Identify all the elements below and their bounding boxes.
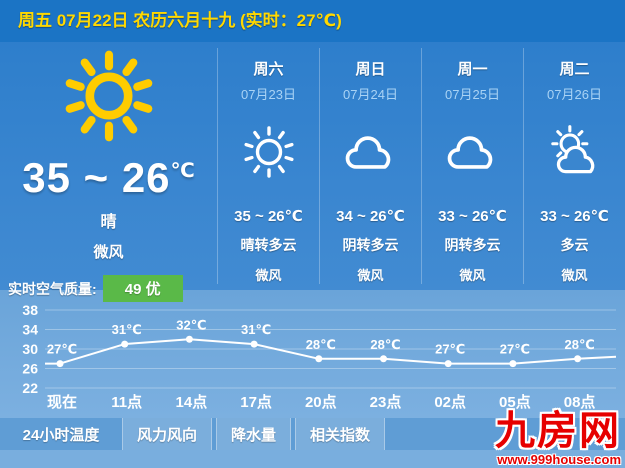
- svg-text:11点: 11点: [111, 394, 142, 411]
- tab-indices[interactable]: 相关指数: [295, 418, 386, 450]
- forecast-date: 07月24日: [343, 87, 398, 102]
- svg-text:17点: 17点: [240, 394, 272, 411]
- forecast-wind: 微风: [459, 268, 486, 283]
- current-weather-panel: 35 ~ 26℃ 晴 微风 实时空气质量: 49 优: [0, 42, 217, 302]
- forecast-temp: 35 ~ 26℃: [234, 208, 303, 225]
- svg-text:20点: 20点: [305, 394, 337, 411]
- current-wind: 微风: [93, 244, 124, 261]
- partly-cloudy-icon: [543, 113, 607, 191]
- forecast-temp: 34 ~ 26℃: [336, 208, 405, 225]
- forecast-date: 07月25日: [445, 87, 500, 102]
- tab-strip: 24小时温度 风力风向 降水量 相关指数: [0, 418, 625, 450]
- svg-text:27℃: 27℃: [47, 342, 77, 357]
- air-quality-label: 实时空气质量:: [8, 280, 97, 297]
- svg-text:02点: 02点: [434, 394, 466, 411]
- forecast-day: 周二: [559, 61, 590, 78]
- watermark-url: www.999house.com: [497, 452, 621, 467]
- svg-text:34: 34: [22, 322, 38, 338]
- forecast-date: 07月26日: [547, 87, 602, 102]
- forecast-condition: 阴转多云: [342, 237, 399, 253]
- forecast-day: 周六: [253, 61, 284, 78]
- forecast-col-sunday[interactable]: 周日 07月24日 34 ~ 26℃ 阴转多云 微风: [319, 48, 421, 284]
- forecast-condition: 阴转多云: [444, 237, 501, 253]
- temperature-chart-panel: 38 34 30 26 22 27℃ 现在 31℃ 11点 32℃ 14点 31℃ 17点 28℃ 20点 2…: [0, 290, 625, 418]
- forecast-col-monday[interactable]: 周一 07月25日 33 ~ 26℃ 阴转多云 微风: [421, 48, 523, 284]
- watermark: 九房网 www.999house.com: [495, 411, 621, 468]
- forecast-day: 周日: [355, 61, 386, 78]
- forecast-wind: 微风: [255, 268, 282, 283]
- svg-text:26: 26: [22, 361, 38, 377]
- svg-text:30: 30: [22, 341, 38, 357]
- forecast-day: 周一: [457, 61, 488, 78]
- cloud-outline-icon: [339, 113, 403, 191]
- forecast-condition: 晴转多云: [240, 237, 297, 253]
- watermark-logo: 九房网: [495, 409, 621, 453]
- sunny-outline-icon: [237, 113, 301, 191]
- forecast-date: 07月23日: [241, 87, 296, 102]
- sun-icon: [61, 48, 157, 149]
- cloud-outline-icon: [441, 113, 505, 191]
- forecast-col-saturday[interactable]: 周六 07月23日: [217, 48, 319, 284]
- forecast-temp: 33 ~ 26℃: [438, 208, 507, 225]
- main-row: 35 ~ 26℃ 晴 微风 实时空气质量: 49 优 周六 07月23日: [0, 42, 625, 302]
- svg-text:27℃: 27℃: [435, 342, 465, 357]
- forecast-col-tuesday[interactable]: 周二 07月26日 33 ~ 26℃: [523, 48, 625, 284]
- tab-wind[interactable]: 风力风向: [122, 418, 213, 450]
- temperature-line-chart: 38 34 30 26 22 27℃ 现在 31℃ 11点 32℃ 14点 31℃ 17点 28℃ 20点 2…: [22, 302, 617, 411]
- svg-text:31℃: 31℃: [241, 322, 271, 337]
- forecast-wind: 微风: [561, 268, 588, 283]
- header-bar: 周五 07月22日 农历六月十九 (实时：27℃): [0, 0, 625, 42]
- svg-text:38: 38: [22, 302, 38, 318]
- current-temperature: 35 ~ 26℃: [22, 154, 195, 201]
- current-condition: 晴: [100, 214, 117, 231]
- svg-text:28℃: 28℃: [564, 337, 594, 352]
- svg-text:14点: 14点: [176, 394, 208, 411]
- svg-text:31℃: 31℃: [112, 322, 142, 337]
- svg-text:现在: 现在: [47, 393, 77, 411]
- svg-text:23点: 23点: [370, 394, 402, 411]
- air-quality-row: 实时空气质量: 49 优: [0, 275, 217, 302]
- tab-precipitation[interactable]: 降水量: [216, 418, 292, 450]
- tab-24h-temperature[interactable]: 24小时温度: [22, 426, 100, 444]
- svg-text:05点: 05点: [499, 394, 531, 411]
- svg-text:28℃: 28℃: [306, 337, 336, 352]
- svg-text:08点: 08点: [564, 394, 596, 411]
- air-quality-badge: 49 优: [102, 275, 183, 302]
- svg-text:27℃: 27℃: [500, 342, 530, 357]
- forecast-wind: 微风: [357, 268, 384, 283]
- header-date-text: 周五 07月22日 农历六月十九 (实时：27℃): [18, 11, 342, 30]
- bottom-strip: [0, 450, 625, 468]
- forecast-temp: 33 ~ 26℃: [540, 208, 609, 225]
- svg-text:32℃: 32℃: [176, 317, 206, 332]
- svg-text:28℃: 28℃: [370, 337, 400, 352]
- svg-text:22: 22: [22, 380, 38, 396]
- forecast-condition: 多云: [560, 237, 589, 253]
